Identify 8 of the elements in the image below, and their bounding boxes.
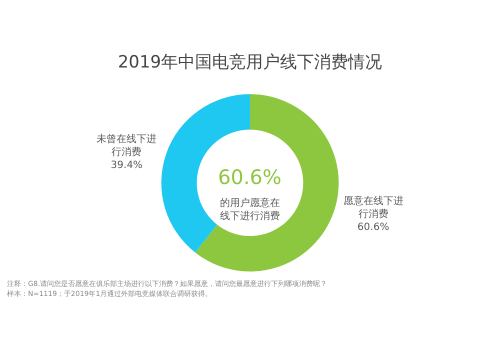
slice-label: 愿意在线下进行消费 xyxy=(343,194,404,220)
data-label: 60.6% xyxy=(357,222,390,233)
data-label: 39.4% xyxy=(110,160,143,171)
text: 60.6% xyxy=(218,165,282,189)
chart-title: 2019年中国电竞用户线下消费情况 xyxy=(118,52,382,72)
donut-slice xyxy=(195,94,339,272)
slice-label: 未曾在线下进行消费 xyxy=(96,132,157,158)
text: 的用户愿意在线下进行消费 xyxy=(220,197,280,222)
